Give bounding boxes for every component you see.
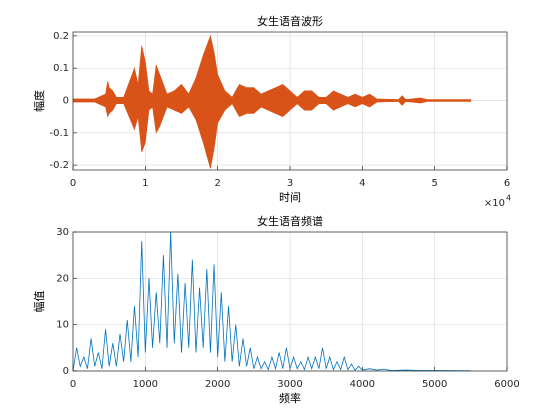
x-tick-label: 4000 (350, 379, 375, 390)
axes-box (72, 231, 508, 372)
waveform-area (72, 34, 472, 101)
x-tick-label: 3 (287, 178, 293, 189)
y-tick-label: 0.2 (53, 31, 69, 42)
y-axis-label: 幅值 (33, 291, 46, 313)
x-tick-label: 0 (70, 178, 76, 189)
x-tick-label: 2 (214, 178, 220, 189)
x-tick-label: 6 (504, 178, 510, 189)
x-exponent-base: ×10 (484, 198, 505, 209)
axes-box (72, 31, 508, 171)
x-axis-label: 时间 (279, 191, 301, 204)
x-tick-label: 1000 (133, 379, 158, 390)
chart-title: 女生语音波形 (257, 14, 323, 28)
x-tick-label: 0 (70, 379, 76, 390)
x-tick-label: 5000 (422, 379, 447, 390)
x-tick-label: 2000 (205, 379, 230, 390)
y-tick-label: -0.2 (49, 160, 69, 171)
spectrum-line (72, 231, 471, 372)
y-axis-label: 幅度 (32, 90, 46, 112)
x-tick-label: 4 (359, 178, 365, 189)
chart-title: 女生语音频谱 (257, 214, 323, 228)
x-tick-label: 5 (431, 178, 437, 189)
y-tick-label: 0 (63, 96, 69, 107)
y-tick-label: 0.1 (53, 63, 69, 74)
x-tick-label: 3000 (277, 379, 302, 390)
y-tick-label: 10 (56, 320, 69, 331)
y-tick-label: 0 (63, 366, 69, 377)
y-tick-label: 20 (56, 273, 69, 284)
x-axis-label: 频率 (279, 391, 301, 405)
y-tick-label: -0.1 (49, 128, 69, 139)
waveform-area (72, 100, 472, 169)
x-exponent: 4 (506, 194, 511, 203)
x-tick-label: 1 (142, 178, 148, 189)
x-tick-label: 6000 (494, 379, 519, 390)
y-tick-label: 30 (56, 227, 69, 238)
